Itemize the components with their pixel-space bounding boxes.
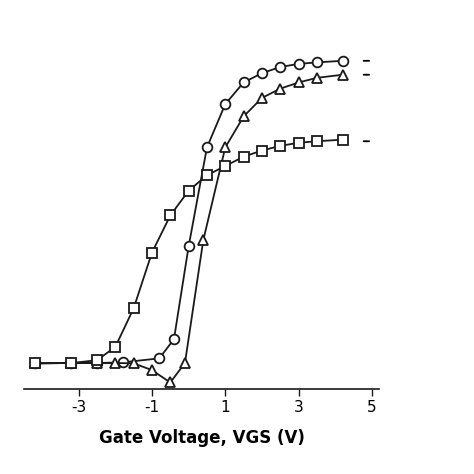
X-axis label: Gate Voltage, VGS (V): Gate Voltage, VGS (V) — [99, 429, 304, 447]
